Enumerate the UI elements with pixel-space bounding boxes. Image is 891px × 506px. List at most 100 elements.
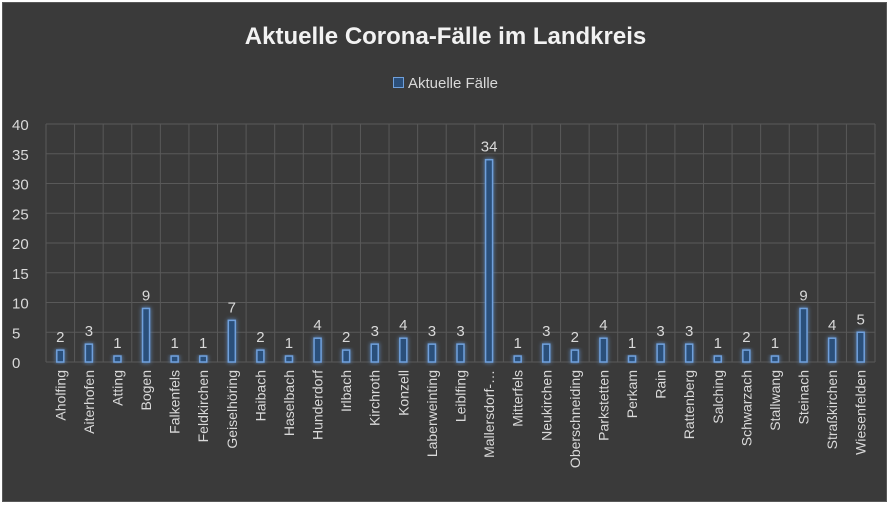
bar: [627, 355, 637, 363]
bar: [713, 355, 723, 363]
data-label: 1: [285, 335, 293, 352]
data-label: 3: [371, 323, 379, 340]
x-tick-label: Geiselhöring: [224, 370, 240, 449]
bar: [542, 343, 551, 363]
data-label: 2: [571, 329, 579, 346]
x-tick-label: Laberweinting: [424, 370, 440, 457]
bar: [399, 337, 408, 363]
data-label: 1: [170, 335, 178, 352]
x-tick-label: Leiblfing: [453, 370, 469, 422]
y-tick-label: 30: [12, 177, 29, 194]
bar: [684, 343, 694, 363]
x-tick-label: Kirchroth: [367, 370, 383, 426]
y-tick-label: 0: [12, 355, 20, 372]
x-tick-label: Neukirchen: [538, 370, 554, 441]
x-tick-label: Parkstetten: [595, 370, 611, 441]
bar: [799, 307, 808, 363]
x-tick-label: Hunderdorf: [310, 370, 326, 440]
bar: [770, 355, 780, 363]
x-tick-label: Aiterhofen: [81, 370, 97, 434]
x-tick-label: Feldkirchen: [195, 370, 211, 442]
x-tick-label: Wiesenfelden: [853, 370, 869, 455]
data-label: 4: [599, 317, 607, 334]
data-label: 3: [685, 323, 693, 340]
data-label: 1: [113, 335, 121, 352]
bar: [827, 337, 837, 363]
bar: [84, 343, 94, 363]
y-tick-label: 10: [12, 296, 29, 313]
data-label: 3: [85, 323, 93, 340]
x-tick-label: Steinach: [796, 370, 812, 424]
y-tick-label: 40: [12, 117, 29, 134]
bar: [313, 337, 322, 363]
legend-label: Aktuelle Fälle: [407, 75, 499, 92]
bar: [484, 158, 494, 363]
y-tick-label: 25: [12, 206, 29, 223]
x-tick-label: Falkenfels: [167, 370, 183, 434]
legend-swatch-icon: [392, 77, 404, 88]
y-tick-label: 5: [12, 325, 20, 342]
x-tick-label: Atting: [109, 370, 125, 406]
y-tick-label: 15: [12, 266, 29, 283]
data-label: 34: [481, 139, 498, 156]
x-tick-label: Haibach: [252, 370, 268, 421]
x-tick-label: Perkam: [624, 370, 640, 418]
bar: [198, 355, 208, 363]
bar: [227, 319, 237, 363]
y-tick-label: 20: [12, 236, 29, 253]
bar: [284, 355, 294, 363]
x-tick-label: Rattenberg: [681, 370, 697, 439]
data-label: 1: [199, 335, 207, 352]
x-tick-label: Bogen: [138, 370, 154, 410]
data-label: 3: [456, 323, 464, 340]
data-label: 3: [542, 323, 550, 340]
bar: [656, 343, 665, 363]
x-tick-label: Irlbach: [338, 370, 354, 412]
data-label: 4: [828, 317, 836, 334]
data-label: 1: [514, 335, 522, 352]
data-label: 3: [656, 323, 664, 340]
bar: [370, 343, 379, 363]
bar: [513, 355, 522, 363]
x-tick-label: Mallersdorf-…: [481, 370, 497, 458]
bar: [856, 331, 865, 363]
data-label: 2: [56, 329, 64, 346]
bar: [113, 355, 122, 363]
data-label: 4: [313, 317, 321, 334]
data-label: 9: [142, 287, 150, 304]
data-label: 2: [256, 329, 264, 346]
data-label: 3: [428, 323, 436, 340]
bar: [427, 343, 437, 363]
x-tick-label: Aholfing: [52, 370, 68, 421]
x-tick-label: Salching: [710, 370, 726, 424]
x-tick-label: Stallwang: [767, 370, 783, 431]
data-label: 7: [228, 299, 236, 316]
bar: [456, 343, 465, 363]
bar: [341, 349, 351, 363]
x-tick-label: Straßkirchen: [824, 370, 840, 449]
bar: [141, 307, 151, 363]
data-label: 2: [742, 329, 750, 346]
x-tick-label: Schwarzach: [738, 370, 754, 446]
chart-title: Aktuelle Corona-Fälle im Landkreis: [244, 23, 647, 50]
bar: [56, 349, 65, 363]
x-tick-label: Oberschneiding: [567, 370, 583, 468]
bar: [599, 337, 608, 363]
x-tick-label: Haselbach: [281, 370, 297, 436]
y-tick-label: 35: [12, 147, 29, 164]
bar: [570, 349, 580, 363]
bar: [742, 349, 751, 363]
x-tick-label: Konzell: [395, 370, 411, 416]
data-label: 1: [714, 335, 722, 352]
data-label: 4: [399, 317, 407, 334]
data-label: 1: [771, 335, 779, 352]
bar: [256, 349, 265, 363]
x-tick-label: Rain: [653, 370, 669, 399]
data-label: 1: [628, 335, 636, 352]
legend: Aktuelle Fälle: [3, 75, 888, 92]
data-label: 9: [799, 287, 807, 304]
data-label: 2: [342, 329, 350, 346]
x-tick-label: Mitterfels: [510, 370, 526, 427]
